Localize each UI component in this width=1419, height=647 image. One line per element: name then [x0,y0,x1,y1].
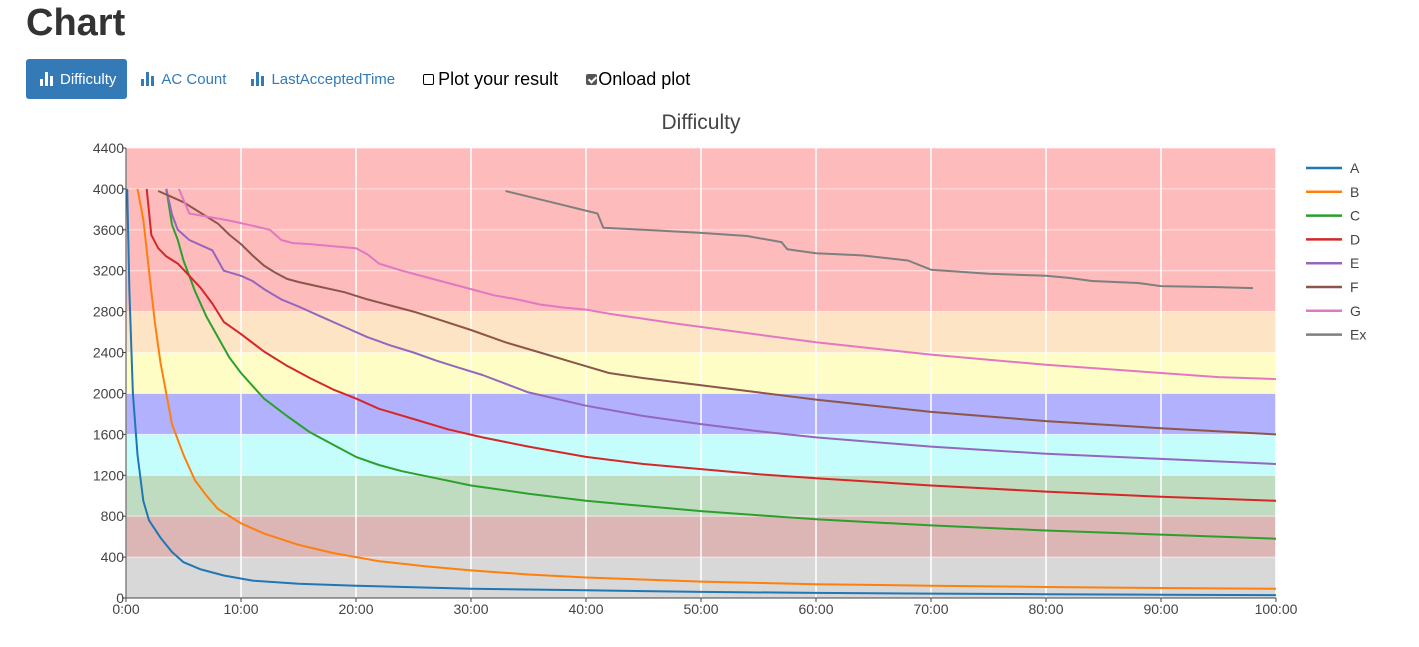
y-tick-label: 1600 [93,426,124,442]
series-line-c [165,188,1277,540]
last-accepted-time-button-label: LastAcceptedTime [271,70,396,88]
legend-label-g[interactable]: G [1350,303,1361,319]
y-tick-label: 1200 [93,467,124,483]
ac-count-button[interactable]: AC Count [127,59,237,99]
y-tick-label: 2800 [93,304,124,320]
y-tick-label: 400 [101,549,125,565]
last-accepted-time-button[interactable]: LastAcceptedTime [237,59,406,99]
bar-chart-icon [141,72,155,86]
y-tick-label: 800 [101,508,125,524]
legend-label-ex[interactable]: Ex [1350,327,1366,343]
series-line-b [136,188,1277,590]
y-tick-label: 2400 [93,345,124,361]
chart-title: Difficulty [662,111,741,134]
page-title: Chart [26,2,126,44]
series-line-f [157,190,1277,436]
x-tick-label: 80:00 [1028,601,1063,617]
series-line-ex [505,190,1254,290]
plot-your-result-checkbox[interactable]: Plot your result [423,59,558,99]
y-tick-label: 3200 [93,263,124,279]
x-tick-label: 0:00 [112,601,139,617]
y-tick-label: 3600 [93,222,124,238]
series-line-g [177,188,1277,381]
x-tick-label: 90:00 [1143,601,1178,617]
y-tick-label: 0 [116,590,124,606]
legend-label-b[interactable]: B [1350,184,1359,200]
unchecked-box-icon [423,73,435,85]
x-tick-label: 70:00 [913,601,948,617]
x-tick-label: 20:00 [338,601,373,617]
legend-label-f[interactable]: F [1350,279,1359,295]
legend-label-e[interactable]: E [1350,255,1359,271]
series-line-a [126,188,1277,597]
checked-box-icon [586,73,598,85]
x-tick-label: 50:00 [683,601,718,617]
x-tick-label: 30:00 [453,601,488,617]
bar-chart-icon [251,72,265,86]
difficulty-button[interactable]: Difficulty [26,59,128,99]
series-line-e [165,188,1277,465]
plot-your-result-label: Plot your result [438,68,559,89]
y-tick-label: 4400 [93,140,124,156]
legend-label-d[interactable]: D [1350,231,1360,247]
x-tick-label: 100:00 [1255,601,1298,617]
x-tick-label: 60:00 [798,601,833,617]
chart-toolbar: Difficulty AC Count LastAcceptedTime Plo… [26,59,690,99]
y-tick-label: 2000 [93,385,124,401]
x-tick-label: 40:00 [568,601,603,617]
ac-count-button-label: AC Count [161,70,227,88]
legend-label-c[interactable]: C [1350,208,1360,224]
x-tick-label: 10:00 [223,601,258,617]
difficulty-chart: 0 400 800 1200 1600 2000 2400 2800 3200 3600 4000 4… [93,111,1367,617]
onload-plot-checkbox[interactable]: Onload plot [586,59,690,99]
onload-plot-label: Onload plot [598,68,691,89]
series-line-d [145,188,1277,502]
difficulty-button-label: Difficulty [60,70,117,88]
legend-label-a[interactable]: A [1350,160,1360,176]
bar-chart-icon [40,72,54,86]
y-tick-label: 4000 [93,181,124,197]
